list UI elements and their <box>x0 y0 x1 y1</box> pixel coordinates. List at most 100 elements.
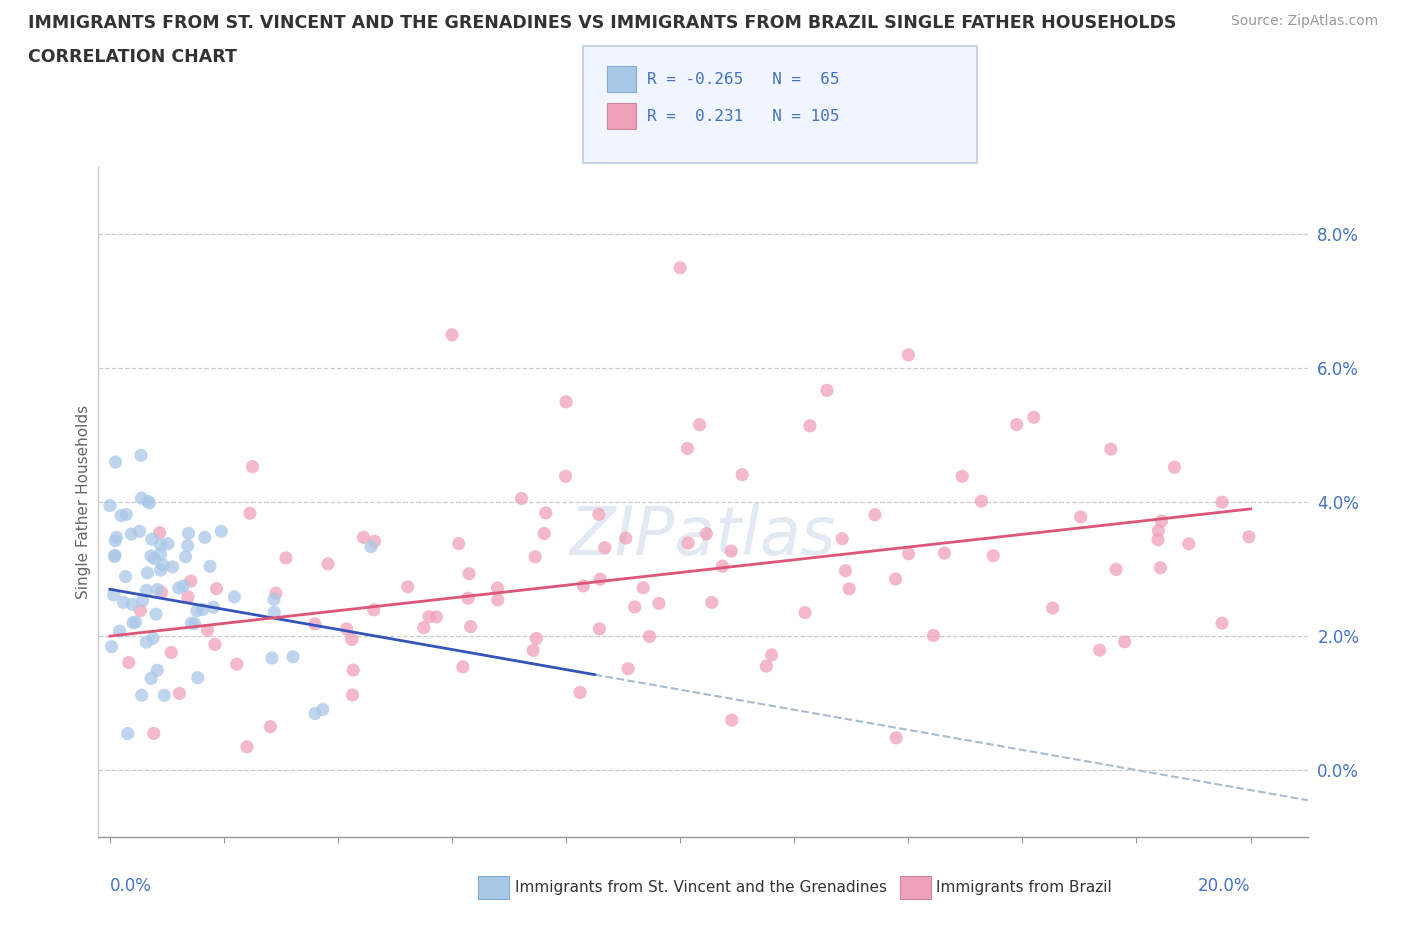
Point <box>396 579 419 594</box>
Point <box>242 459 264 474</box>
Point <box>831 531 853 546</box>
Point <box>638 629 661 644</box>
Point <box>304 617 326 631</box>
Point <box>149 563 172 578</box>
Point <box>441 327 464 342</box>
Point <box>263 591 285 606</box>
Point <box>204 637 226 652</box>
Point <box>153 688 176 703</box>
Point <box>186 604 208 618</box>
Point <box>1042 601 1064 616</box>
Point <box>689 418 711 432</box>
Point <box>510 491 533 506</box>
Point <box>970 494 993 509</box>
Point <box>104 548 127 563</box>
Point <box>260 651 283 666</box>
Point <box>198 559 221 574</box>
Point <box>131 491 153 506</box>
Point <box>117 726 139 741</box>
Point <box>105 530 128 545</box>
Point <box>799 418 821 433</box>
Point <box>156 537 179 551</box>
Point <box>588 507 610 522</box>
Point <box>834 564 856 578</box>
Point <box>1114 634 1136 649</box>
Text: R =  0.231   N = 105: R = 0.231 N = 105 <box>647 109 839 124</box>
Point <box>103 588 125 603</box>
Point <box>209 524 232 538</box>
Point <box>128 524 150 538</box>
Point <box>118 655 141 670</box>
Point <box>720 544 742 559</box>
Point <box>451 659 474 674</box>
Point <box>239 506 262 521</box>
Point <box>460 619 482 634</box>
Point <box>103 549 125 564</box>
Point <box>138 496 160 511</box>
Point <box>136 494 159 509</box>
Point <box>418 609 440 624</box>
Point <box>194 530 217 545</box>
Point <box>897 348 920 363</box>
Point <box>122 616 145 631</box>
Point <box>121 597 143 612</box>
Point <box>648 596 671 611</box>
Point <box>711 559 734 574</box>
Point <box>167 580 190 595</box>
Point <box>360 539 382 554</box>
Point <box>149 547 172 562</box>
Point <box>225 657 247 671</box>
Point <box>160 645 183 660</box>
Point <box>1149 560 1171 575</box>
Point <box>120 526 142 541</box>
Point <box>142 726 165 741</box>
Point <box>180 574 202 589</box>
Point <box>897 546 920 561</box>
Text: 0.0%: 0.0% <box>110 877 152 896</box>
Point <box>177 526 200 541</box>
Point <box>569 685 592 700</box>
Point <box>135 635 157 650</box>
Point <box>142 631 165 645</box>
Point <box>139 549 162 564</box>
Text: 20.0%: 20.0% <box>1198 877 1250 896</box>
Point <box>202 600 225 615</box>
Point <box>617 661 640 676</box>
Point <box>731 467 754 482</box>
Point <box>263 604 285 619</box>
Point <box>589 572 612 587</box>
Point <box>236 739 259 754</box>
Point <box>183 617 205 631</box>
Point <box>131 593 153 608</box>
Point <box>457 591 479 605</box>
Point <box>139 671 162 685</box>
Point <box>524 631 547 646</box>
Point <box>1088 643 1111 658</box>
Point <box>1105 562 1128 577</box>
Point <box>174 550 197 565</box>
Point <box>149 538 172 552</box>
Point <box>554 469 576 484</box>
Point <box>259 719 281 734</box>
Point <box>486 592 509 607</box>
Point <box>1022 410 1045 425</box>
Point <box>224 590 246 604</box>
Point <box>152 557 174 572</box>
Point <box>761 647 783 662</box>
Point <box>676 536 699 551</box>
Point <box>593 540 616 555</box>
Point <box>180 616 202 631</box>
Point <box>1163 459 1185 474</box>
Point <box>412 620 434 635</box>
Point <box>458 566 481 581</box>
Point <box>136 565 159 580</box>
Point <box>588 621 610 636</box>
Point <box>1211 616 1233 631</box>
Point <box>135 583 157 598</box>
Point <box>363 603 385 618</box>
Point <box>264 586 287 601</box>
Point <box>108 624 131 639</box>
Point <box>100 639 122 654</box>
Point <box>129 603 152 618</box>
Point <box>522 643 544 658</box>
